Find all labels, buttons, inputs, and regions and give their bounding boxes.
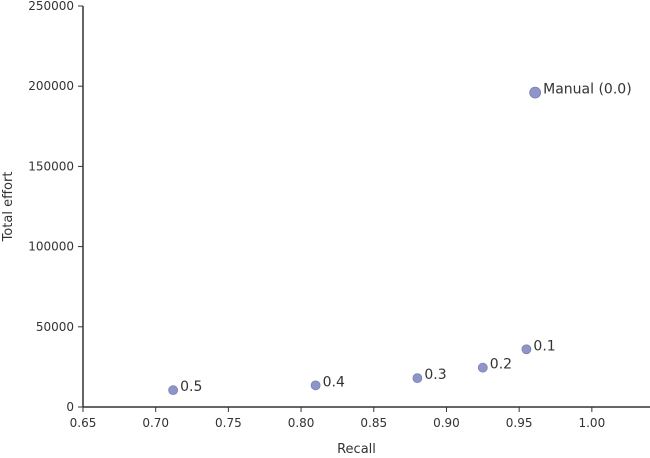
data-point	[412, 373, 423, 384]
data-point-label: 0.2	[490, 357, 512, 373]
data-point-label: 0.4	[323, 374, 345, 390]
x-tick-label: 0.65	[70, 416, 97, 430]
y-tick-label: 200000	[28, 79, 74, 93]
data-point-label: 0.5	[180, 379, 202, 395]
y-tick-label: 100000	[28, 240, 74, 254]
data-point	[529, 86, 542, 99]
data-point-label: 0.3	[424, 367, 446, 383]
data-point	[310, 380, 321, 391]
data-point-label: Manual (0.0)	[543, 82, 632, 98]
x-tick-label: 1.00	[578, 416, 605, 430]
axes	[82, 6, 650, 408]
x-tick-label: 0.85	[360, 416, 387, 430]
x-axis-ticks: 0.65 0.70 0.75 0.80 0.85 0.90 0.95 1.00	[70, 407, 605, 430]
x-tick-label: 0.90	[433, 416, 460, 430]
x-tick-label: 0.80	[288, 416, 315, 430]
y-axis-title: Total effort	[1, 172, 16, 243]
y-axis-ticks: 0 50000 100000 150000 200000 250000	[28, 0, 83, 414]
x-axis-title: Recall	[337, 442, 376, 454]
x-tick-label: 0.70	[142, 416, 169, 430]
data-point	[477, 362, 488, 373]
data-point	[168, 385, 179, 396]
x-tick-label: 0.95	[506, 416, 533, 430]
y-tick-label: 0	[66, 400, 74, 414]
x-tick-label: 0.75	[215, 416, 242, 430]
y-tick-label: 50000	[36, 320, 74, 334]
data-points: Manual (0.0) 0.1 0.2 0.3 0.4 0.5	[168, 82, 632, 396]
y-tick-label: 150000	[28, 159, 74, 173]
y-tick-label: 250000	[28, 0, 74, 13]
data-point	[521, 344, 532, 355]
data-point-label: 0.1	[533, 338, 555, 354]
